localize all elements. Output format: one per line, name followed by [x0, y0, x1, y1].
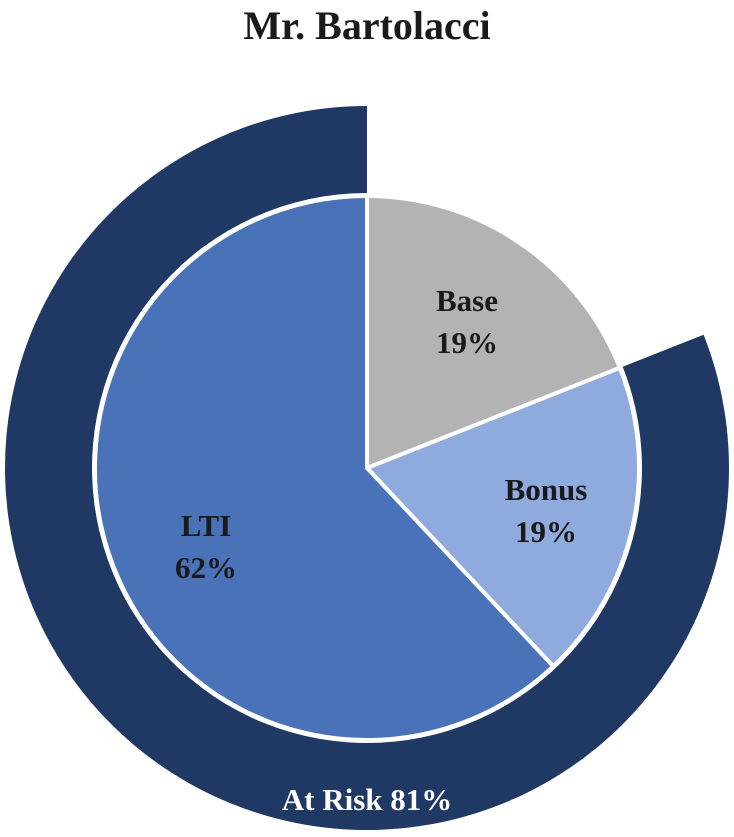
slice-value-lti: 62%: [175, 550, 237, 585]
outer-ring-label: At Risk 81%: [282, 782, 453, 817]
pie-slice-bonus: [365, 365, 641, 669]
pie-slice-lti: [93, 194, 556, 742]
slice-label-bonus: Bonus: [505, 472, 588, 507]
slice-label-lti: LTI: [181, 508, 232, 543]
pie-slice-base: [365, 194, 622, 470]
chart-title: Mr. Bartolacci: [243, 3, 491, 48]
slice-label-base: Base: [436, 283, 498, 318]
slice-value-bonus: 19%: [515, 514, 577, 549]
slice-value-base: 19%: [436, 325, 498, 360]
